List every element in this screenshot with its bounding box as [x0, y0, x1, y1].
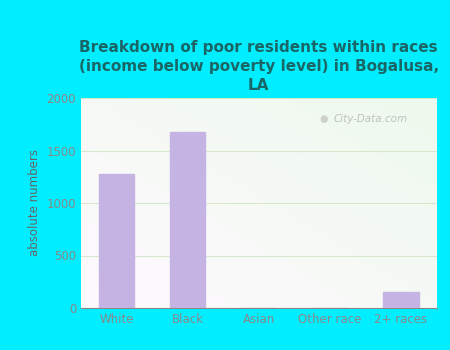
Bar: [170, 132, 205, 308]
Y-axis label: absolute numbers: absolute numbers: [28, 149, 41, 257]
Bar: [383, 292, 419, 308]
Bar: [99, 174, 135, 308]
Title: Breakdown of poor residents within races
(income below poverty level) in Bogalus: Breakdown of poor residents within races…: [79, 41, 439, 93]
Text: City-Data.com: City-Data.com: [333, 114, 408, 124]
Text: ●: ●: [319, 114, 328, 124]
